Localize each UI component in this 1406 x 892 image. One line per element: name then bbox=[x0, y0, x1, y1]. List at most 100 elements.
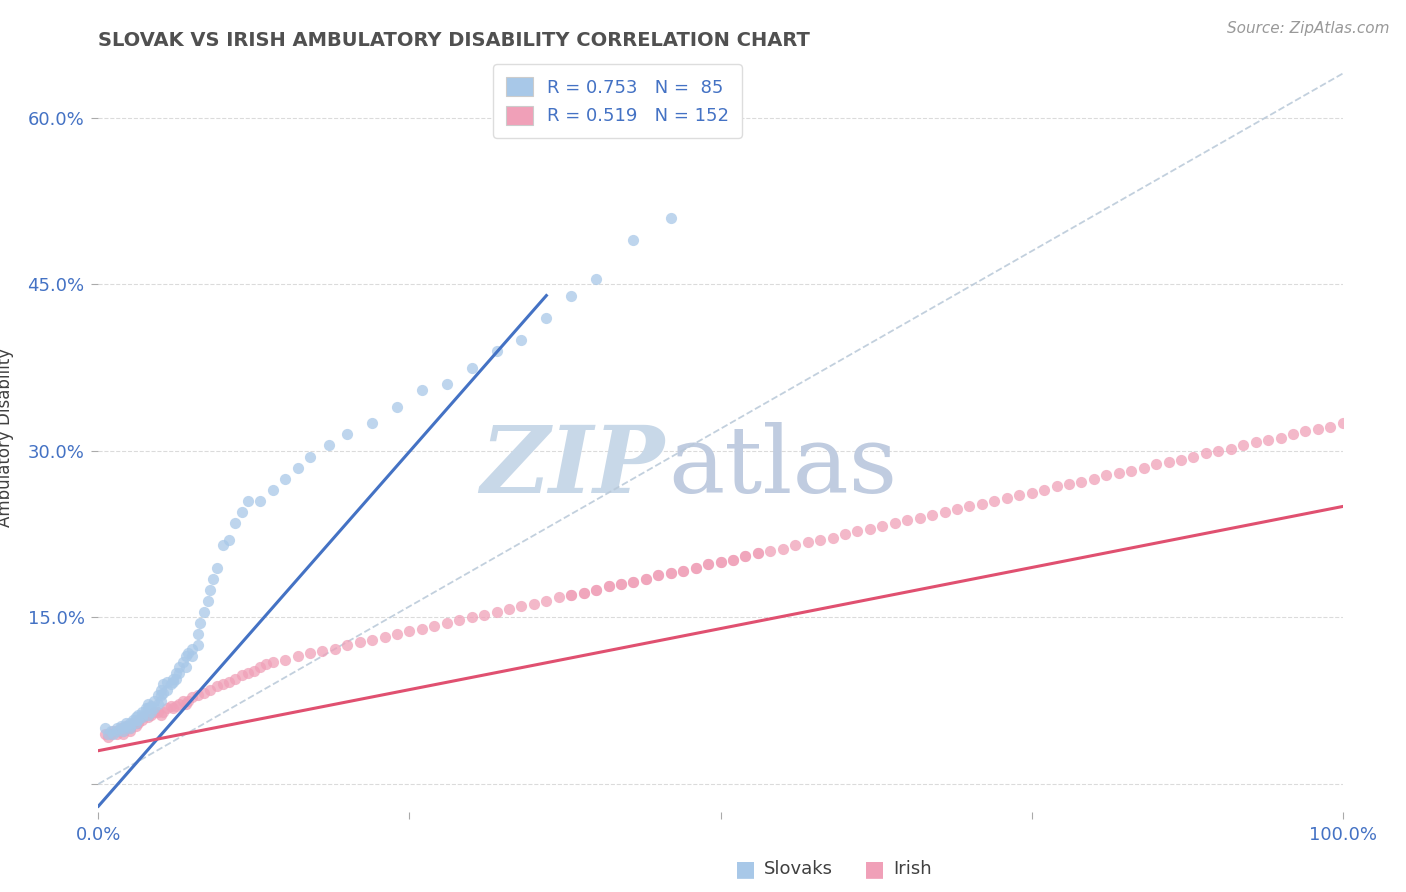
Point bbox=[110, 722, 132, 736]
Point bbox=[254, 657, 277, 671]
Point bbox=[236, 494, 259, 508]
Point bbox=[249, 494, 271, 508]
Point bbox=[298, 646, 321, 660]
Point bbox=[159, 677, 181, 691]
Point bbox=[224, 516, 246, 530]
Point bbox=[610, 577, 633, 591]
Point bbox=[385, 627, 408, 641]
Point bbox=[114, 722, 136, 736]
Point bbox=[1157, 455, 1180, 469]
Point bbox=[1206, 444, 1229, 458]
Point bbox=[131, 713, 153, 727]
Point bbox=[218, 533, 240, 547]
Text: Source: ZipAtlas.com: Source: ZipAtlas.com bbox=[1226, 21, 1389, 36]
Point bbox=[821, 531, 844, 545]
Point bbox=[152, 677, 174, 691]
Point bbox=[139, 705, 162, 719]
Point bbox=[398, 624, 420, 638]
Point bbox=[697, 557, 720, 571]
Point bbox=[1319, 419, 1341, 434]
Point bbox=[125, 715, 148, 730]
Point bbox=[174, 697, 197, 711]
Point bbox=[560, 288, 582, 302]
Point bbox=[174, 660, 197, 674]
Point bbox=[921, 508, 943, 523]
Point bbox=[983, 494, 1005, 508]
Point bbox=[336, 638, 359, 652]
Point bbox=[560, 588, 582, 602]
Point bbox=[180, 641, 202, 656]
Point bbox=[510, 599, 533, 614]
Point bbox=[1306, 422, 1329, 436]
Point bbox=[298, 450, 321, 464]
Point bbox=[598, 579, 620, 593]
Point bbox=[647, 568, 669, 582]
Point bbox=[127, 708, 149, 723]
Point bbox=[112, 722, 135, 736]
Point bbox=[672, 564, 695, 578]
Point bbox=[485, 605, 508, 619]
Point bbox=[436, 615, 458, 630]
Point bbox=[1008, 488, 1031, 502]
Point bbox=[201, 572, 224, 586]
Point bbox=[105, 727, 128, 741]
Point bbox=[110, 719, 132, 733]
Point bbox=[118, 722, 141, 736]
Point bbox=[93, 727, 115, 741]
Point bbox=[287, 649, 309, 664]
Text: Slovaks: Slovaks bbox=[763, 860, 832, 878]
Point bbox=[243, 664, 266, 678]
Point bbox=[1132, 460, 1154, 475]
Point bbox=[883, 516, 905, 530]
Point bbox=[211, 677, 233, 691]
Point bbox=[659, 211, 682, 225]
Point bbox=[834, 527, 856, 541]
Point bbox=[634, 572, 657, 586]
Point bbox=[118, 722, 141, 736]
Point bbox=[274, 472, 297, 486]
Point bbox=[547, 591, 569, 605]
Point bbox=[172, 655, 194, 669]
Point bbox=[623, 574, 645, 589]
Point bbox=[734, 549, 756, 564]
Point bbox=[112, 723, 135, 738]
Point bbox=[165, 699, 187, 714]
Point bbox=[156, 701, 179, 715]
Point bbox=[114, 719, 136, 733]
Point bbox=[156, 674, 179, 689]
Point bbox=[1170, 453, 1192, 467]
Point bbox=[598, 579, 620, 593]
Point bbox=[193, 686, 215, 700]
Point bbox=[187, 638, 209, 652]
Point bbox=[311, 644, 333, 658]
Point bbox=[1244, 435, 1267, 450]
Point bbox=[697, 557, 720, 571]
Point bbox=[146, 697, 169, 711]
Point bbox=[180, 649, 202, 664]
Point bbox=[585, 582, 607, 597]
Point bbox=[100, 723, 122, 738]
Point bbox=[172, 694, 194, 708]
Point bbox=[472, 608, 495, 623]
Point bbox=[156, 682, 179, 697]
Point bbox=[136, 708, 159, 723]
Point bbox=[125, 710, 148, 724]
Point bbox=[136, 697, 159, 711]
Point bbox=[287, 460, 309, 475]
Point bbox=[187, 627, 209, 641]
Point bbox=[659, 566, 682, 580]
Point bbox=[105, 723, 128, 738]
Point bbox=[672, 564, 695, 578]
Text: ZIP: ZIP bbox=[481, 422, 665, 512]
Point bbox=[1108, 466, 1130, 480]
Point bbox=[1033, 483, 1056, 497]
Point bbox=[411, 622, 433, 636]
Point bbox=[536, 594, 558, 608]
Point bbox=[1057, 477, 1080, 491]
Point bbox=[1195, 446, 1218, 460]
Point bbox=[336, 427, 359, 442]
Point bbox=[385, 400, 408, 414]
Point bbox=[759, 544, 782, 558]
Point bbox=[460, 610, 484, 624]
Point bbox=[224, 672, 246, 686]
